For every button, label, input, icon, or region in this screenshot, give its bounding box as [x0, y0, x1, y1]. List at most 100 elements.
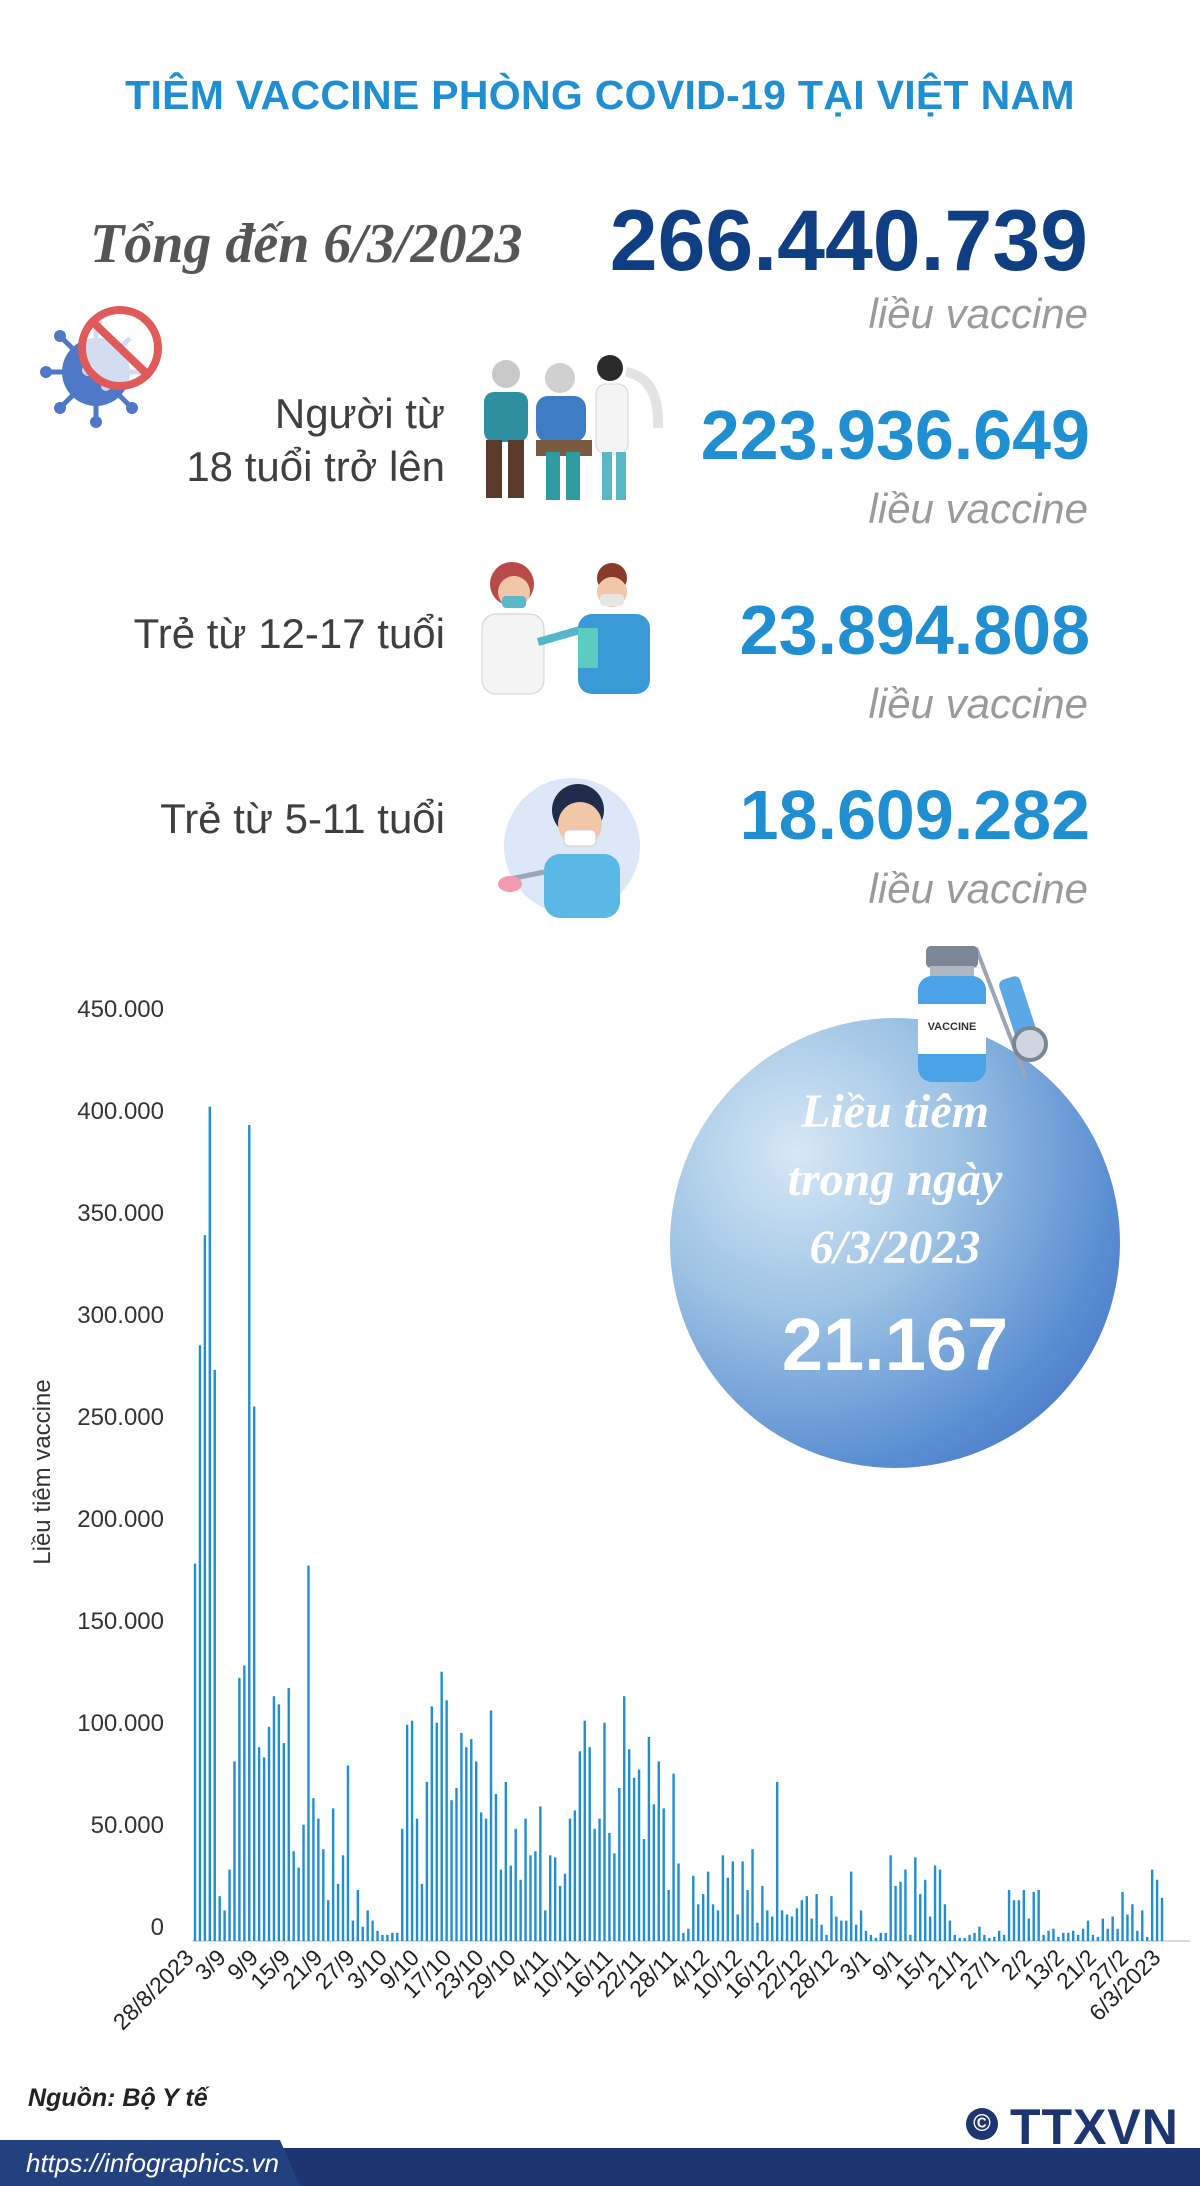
bar — [302, 1824, 305, 1941]
bar — [262, 1757, 266, 1941]
y-tick-label: 100.000 — [77, 1710, 164, 1737]
bar — [993, 1936, 996, 1941]
bar — [766, 1910, 769, 1941]
bar — [218, 1896, 221, 1941]
bar — [771, 1916, 774, 1941]
y-tick-label: 150.000 — [77, 1608, 164, 1635]
bar — [805, 1896, 808, 1941]
bar — [904, 1869, 907, 1941]
daily-doses-bubble — [670, 1018, 1120, 1468]
bar — [632, 1777, 636, 1941]
bar — [504, 1781, 508, 1941]
elderly-vaccination-icon — [484, 355, 664, 500]
group-children-label-line: Trẻ từ 5-11 tuổi — [160, 795, 445, 842]
bar — [381, 1934, 384, 1941]
bar — [983, 1934, 986, 1941]
page-title: TIÊM VACCINE PHÒNG COVID-19 TẠI VIỆT NAM — [125, 72, 1075, 118]
total-value: 266.440.739 — [609, 193, 1088, 289]
group-adults-label-line: Người từ — [274, 390, 445, 437]
bar — [331, 1808, 335, 1941]
bar — [933, 1865, 937, 1941]
bar — [997, 1930, 1001, 1941]
bar — [637, 1769, 641, 1941]
bar — [923, 1879, 927, 1941]
bar — [1062, 1932, 1065, 1941]
bar — [869, 1934, 873, 1941]
bar — [973, 1932, 976, 1941]
bar — [687, 1928, 690, 1941]
bar — [721, 1855, 725, 1941]
total-unit: liều vaccine — [868, 290, 1088, 337]
bar — [529, 1855, 532, 1941]
bar — [277, 1704, 281, 1941]
bar — [282, 1743, 286, 1941]
bar — [598, 1818, 601, 1941]
bar — [820, 1924, 823, 1941]
y-tick-label: 450.000 — [77, 996, 164, 1023]
bar — [726, 1877, 730, 1941]
group-children-value: 18.609.282 — [739, 776, 1090, 854]
bar — [583, 1720, 586, 1941]
bar — [327, 1900, 330, 1941]
bar — [287, 1688, 290, 1941]
bar — [884, 1932, 887, 1941]
bar — [460, 1732, 463, 1941]
bar — [1027, 1918, 1030, 1941]
bar — [514, 1828, 517, 1941]
bar — [795, 1908, 799, 1941]
bar — [968, 1934, 971, 1941]
bar — [608, 1832, 611, 1941]
bar — [1096, 1936, 1100, 1941]
bar — [1146, 1936, 1149, 1941]
group-children-unit: liều vaccine — [868, 865, 1088, 912]
group-teens-label: Trẻ từ 12-17 tuổi — [134, 608, 445, 661]
bar — [657, 1761, 660, 1941]
footer-url-link[interactable]: https://infographics.vn — [26, 2148, 279, 2178]
bar — [958, 1937, 961, 1941]
bar — [711, 1904, 715, 1941]
bar — [1037, 1890, 1040, 1941]
bar — [307, 1565, 310, 1941]
bar — [790, 1916, 794, 1941]
bar — [889, 1855, 892, 1941]
group-adults-label-line: 18 tuổi trở lên — [186, 442, 445, 490]
bar — [558, 1885, 562, 1941]
bar — [731, 1861, 734, 1941]
bar — [652, 1804, 656, 1941]
bar — [1091, 1934, 1095, 1941]
bar — [716, 1910, 720, 1941]
bar — [1126, 1914, 1129, 1941]
bar — [840, 1920, 843, 1941]
virus-prohibited-icon — [40, 306, 162, 428]
child-vaccination-icon — [498, 778, 640, 918]
y-tick-label: 350.000 — [77, 1200, 164, 1227]
bar — [272, 1696, 276, 1941]
bar — [499, 1869, 503, 1941]
bar — [292, 1851, 295, 1941]
y-tick-label: 300.000 — [77, 1302, 164, 1329]
bar — [1106, 1928, 1109, 1941]
bar — [1007, 1890, 1011, 1941]
bar — [238, 1677, 241, 1941]
bar — [894, 1885, 897, 1941]
bar — [366, 1910, 369, 1941]
bar — [396, 1932, 399, 1941]
bar — [450, 1800, 453, 1941]
bar — [835, 1916, 838, 1941]
group-children-label: Trẻ từ 5-11 tuổi — [160, 793, 445, 846]
vaccine-vial-icon: VACCINE — [918, 946, 1048, 1082]
bar — [479, 1812, 483, 1941]
bar — [356, 1890, 360, 1941]
y-axis-title: Liều tiêm vaccine — [29, 1379, 56, 1564]
bar — [1047, 1930, 1050, 1941]
bar — [623, 1696, 626, 1941]
bar — [415, 1818, 419, 1941]
bar — [825, 1934, 828, 1941]
bar — [208, 1106, 211, 1941]
bar — [420, 1883, 424, 1941]
bar — [430, 1706, 434, 1941]
bar — [879, 1932, 882, 1941]
total-label: Tổng đến 6/3/2023 — [90, 213, 523, 275]
bar — [785, 1914, 789, 1941]
bar — [978, 1926, 981, 1941]
